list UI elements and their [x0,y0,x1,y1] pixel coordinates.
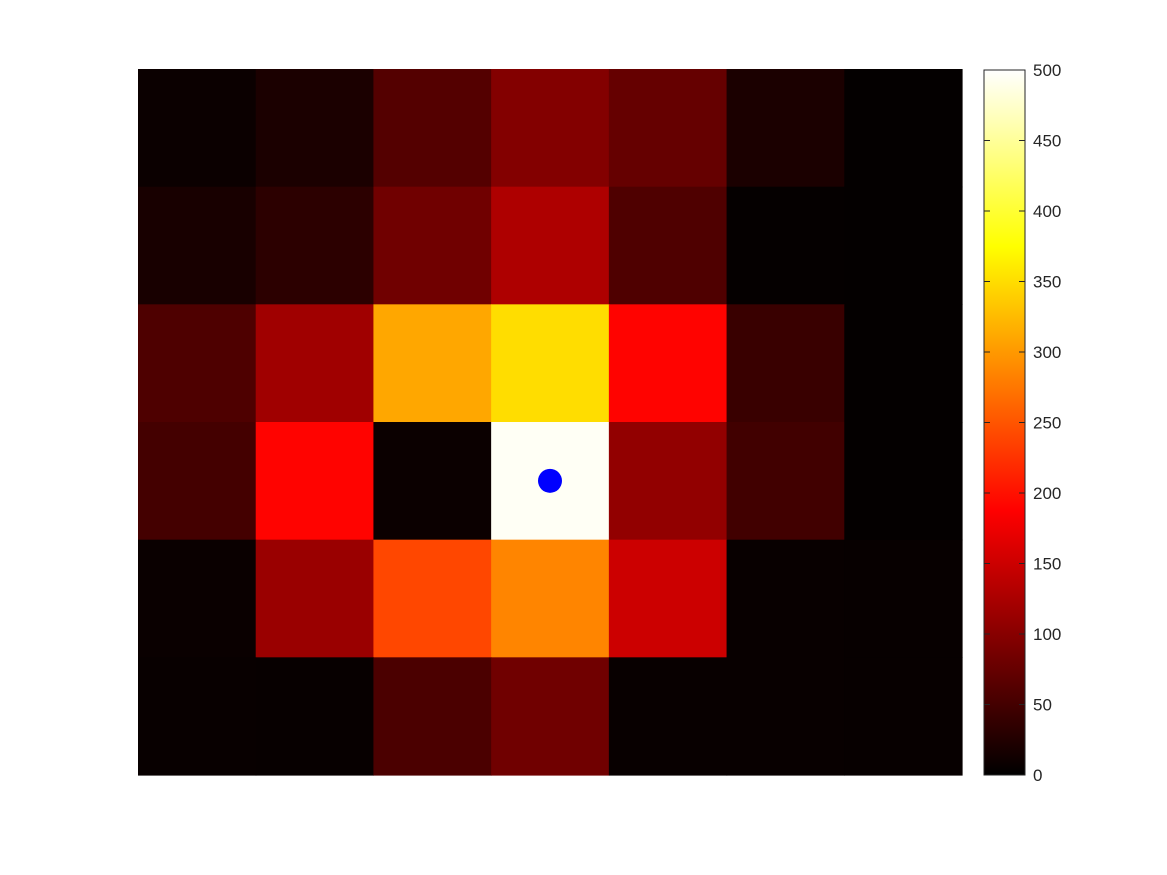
heatmap-cell-r1-c2 [373,187,491,305]
colorbar-tick-label: 100 [1033,625,1061,644]
heatmap-cell-r4-c5 [727,540,845,658]
heatmap-cell-r1-c1 [256,187,374,305]
colorbar-tick-label: 200 [1033,484,1061,503]
heatmap-cell-r3-c4 [609,422,727,540]
heatmap-cell-r3-c5 [727,422,845,540]
colorbar-tick-label: 350 [1033,273,1061,292]
heatmap-cell-r0-c2 [373,69,491,187]
heatmap-cell-r3-c2 [373,422,491,540]
colorbar-tick-label: 450 [1033,132,1061,151]
heatmap-cell-r4-c3 [491,540,609,658]
heatmap-cell-r2-c3 [491,304,609,422]
heatmap-cell-r1-c4 [609,187,727,305]
colorbar-gradient [984,70,1025,775]
heatmap-cell-r2-c1 [256,304,374,422]
heatmap-cell-r0-c3 [491,69,609,187]
heatmap-cell-r4-c0 [138,540,256,658]
colorbar-tick-label: 500 [1033,61,1061,80]
heatmap-cell-r4-c4 [609,540,727,658]
colorbar-tick-label: 400 [1033,202,1061,221]
heatmap-cell-r5-c1 [256,657,374,775]
colorbar-tick-label: 250 [1033,414,1061,433]
marker-layer [538,469,562,493]
heatmap-cell-r0-c0 [138,69,256,187]
heatmap-cell-r3-c6 [844,422,962,540]
heatmap-cells [138,69,963,776]
marker-point [538,469,562,493]
heatmap-cell-r4-c2 [373,540,491,658]
heatmap-cell-r5-c4 [609,657,727,775]
heatmap-cell-r0-c5 [727,69,845,187]
colorbar: 0 50 100 150 200 250 300 350 400 450 500 [984,61,1061,785]
heatmap-cell-r2-c2 [373,304,491,422]
heatmap-cell-r1-c0 [138,187,256,305]
heatmap-cell-r2-c5 [727,304,845,422]
heatmap-cell-r1-c5 [727,187,845,305]
heatmap-cell-r0-c4 [609,69,727,187]
heatmap-cell-r5-c3 [491,657,609,775]
heatmap-cell-r4-c6 [844,540,962,658]
colorbar-tick-label: 150 [1033,555,1061,574]
heatmap-cell-r3-c1 [256,422,374,540]
heatmap-cell-r4-c1 [256,540,374,658]
heatmap-cell-r2-c6 [844,304,962,422]
colorbar-tick-label: 0 [1033,766,1042,785]
heatmap-cell-r5-c0 [138,657,256,775]
heatmap-cell-r5-c2 [373,657,491,775]
heatmap-cell-r5-c5 [727,657,845,775]
heatmap-cell-r0-c1 [256,69,374,187]
heatmap-cell-r2-c0 [138,304,256,422]
heatmap-cell-r1-c3 [491,187,609,305]
colorbar-tick-label: 300 [1033,343,1061,362]
colorbar-tick-label: 50 [1033,696,1052,715]
heatmap-cell-r0-c6 [844,69,962,187]
heatmap-cell-r2-c4 [609,304,727,422]
heatmap-cell-r3-c0 [138,422,256,540]
heatmap-cell-r5-c6 [844,657,962,775]
heatmap-cell-r1-c6 [844,187,962,305]
